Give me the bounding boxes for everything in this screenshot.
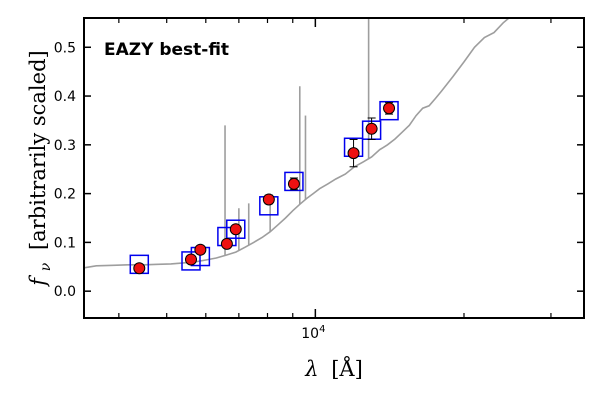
observed-flux-point (185, 253, 198, 266)
observed-flux-point (365, 122, 378, 135)
observed-flux-point (133, 262, 146, 275)
observed-flux-point (194, 243, 207, 256)
y-axis-subscript: ν (38, 262, 54, 271)
x-axis-symbol: λ (304, 357, 318, 381)
y-tick-label: 0.0 (54, 284, 76, 300)
model-flux-box (226, 219, 246, 239)
y-tick-label: 0.5 (54, 40, 76, 56)
plot-area (84, 18, 511, 275)
plot-frame (83, 17, 585, 319)
x-axis-label: λ [Å] (304, 356, 363, 381)
observed-flux-point (220, 237, 233, 250)
observed-photometry (133, 101, 396, 275)
chart-annotation: EAZY best-fit (104, 40, 229, 60)
y-axis-label: f ν [arbitrarily scaled] (26, 50, 55, 287)
x-tick-label: 104 (301, 324, 325, 342)
model-flux-box (284, 171, 304, 192)
observed-flux-point (287, 177, 300, 190)
y-axis-symbol: f (26, 275, 50, 288)
observed-flux-point (229, 223, 242, 236)
observed-flux-point (383, 102, 396, 115)
x-tick-exponent: 4 (319, 324, 325, 335)
observed-flux-point (347, 147, 360, 160)
y-tick-label: 0.3 (54, 138, 76, 154)
x-axis-unit: [Å] (331, 356, 363, 381)
y-tick-label: 0.1 (54, 235, 76, 251)
x-tick-base: 10 (301, 326, 319, 342)
observed-flux-point (262, 193, 275, 206)
model-flux-box (379, 100, 399, 121)
y-axis-text: [arbitrarily scaled] (26, 50, 50, 250)
y-tick-label: 0.2 (54, 187, 76, 203)
y-tick-label: 0.4 (54, 89, 76, 105)
